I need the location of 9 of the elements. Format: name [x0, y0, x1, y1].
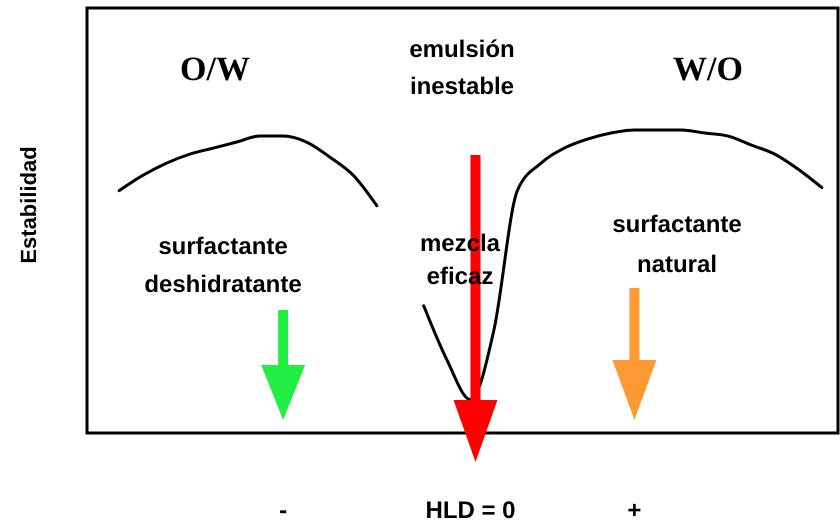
text: W/O: [673, 51, 743, 88]
x-tick-label: -: [279, 497, 288, 522]
x-tick-label: +: [627, 497, 642, 522]
annotation: surfactante deshidratante: [144, 233, 302, 298]
x-tick-label: HLD = 0: [425, 497, 516, 522]
annotation: surfactante natural: [612, 211, 742, 278]
text: emulsión inestable: [409, 36, 515, 100]
y-axis-title: Estabilidad: [16, 146, 41, 264]
text: O/W: [180, 51, 250, 88]
